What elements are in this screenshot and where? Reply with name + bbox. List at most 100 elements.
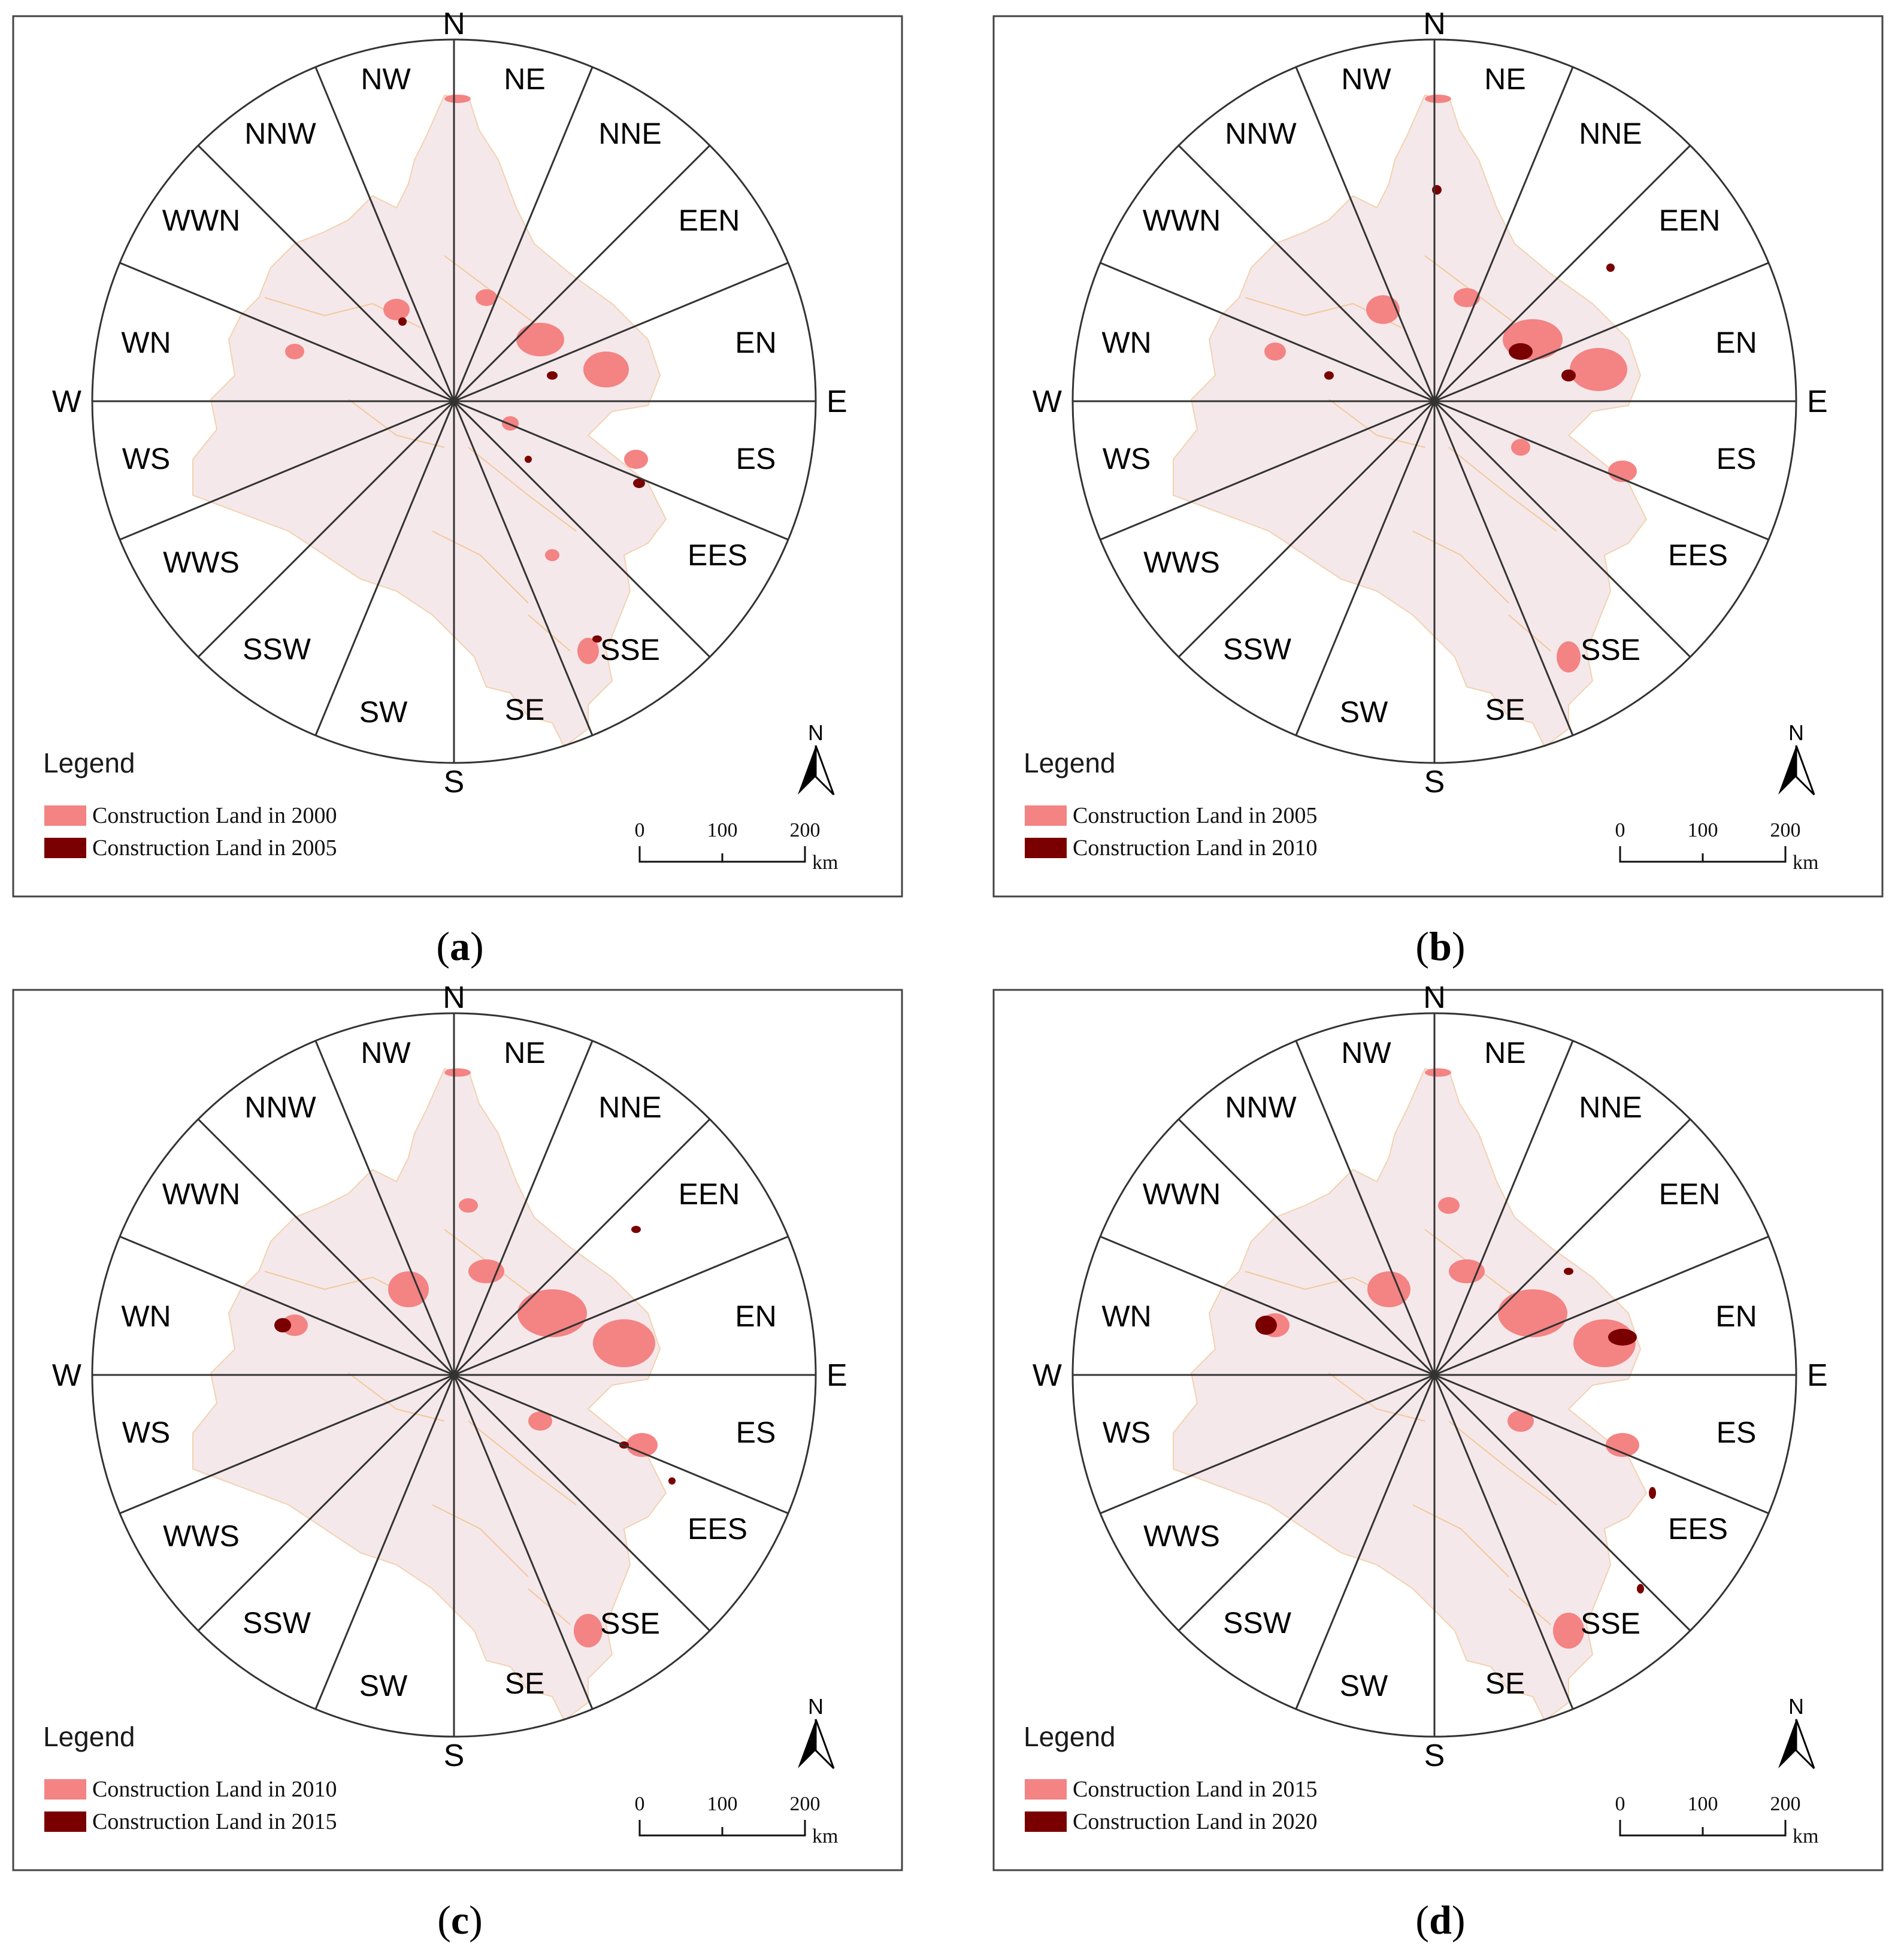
legend-label-earlier: Construction Land in 2005 [1073, 803, 1317, 828]
sector-label-ne: NE [504, 1036, 545, 1070]
north-arrow: N [1778, 1694, 1815, 1770]
cardinal-w: W [1033, 1358, 1062, 1393]
sector-label-ssw: SSW [1223, 1606, 1292, 1640]
scale-bar: 0 100 200 km [1615, 819, 1819, 874]
sector-label-wwn: WWN [1143, 1177, 1221, 1211]
scale-tick-0: 0 [1615, 1793, 1625, 1815]
sector-label-sse: SSE [1581, 633, 1640, 667]
sector-label-wws: WWS [163, 1519, 240, 1553]
sector-label-nnw: NNW [1225, 117, 1297, 150]
sector-label-sse: SSE [600, 633, 660, 667]
sector-label-nw: NW [1341, 1036, 1391, 1070]
north-arrow-label: N [1788, 1694, 1804, 1719]
panel-b: N E S W NE NNE EEN EN ES EES SSE SE SW S… [992, 7, 1884, 898]
sector-label-een: EEN [1659, 204, 1721, 237]
sector-labels: NE NNE EEN EN ES EES SSE SE SW SSW WWS W… [121, 62, 776, 729]
sector-label-nne: NNE [1579, 117, 1642, 150]
sector-label-nnw: NNW [244, 117, 316, 150]
cardinal-w: W [52, 1358, 81, 1393]
sector-label-ws: WS [122, 1416, 171, 1449]
sector-label-een: EEN [679, 204, 740, 237]
sector-label-ne: NE [504, 62, 545, 96]
sector-label-wws: WWS [1143, 1519, 1220, 1553]
cardinal-n: N [1423, 7, 1446, 41]
legend-swatch-earlier [1025, 805, 1067, 826]
legend-swatch-later [1025, 1811, 1067, 1832]
sector-labels: NE NNE EEN EN ES EES SSE SE SW SSW WWS W… [121, 1036, 776, 1702]
sector-label-se: SE [1485, 693, 1525, 726]
sector-label-een: EEN [679, 1177, 740, 1211]
sector-label-nw: NW [361, 1036, 411, 1070]
sector-label-en: EN [735, 1299, 776, 1333]
sector-label-ne: NE [1484, 1036, 1525, 1070]
legend-label-earlier: Construction Land in 2010 [92, 1777, 337, 1802]
sector-label-es: ES [1717, 442, 1757, 475]
legend-title: Legend [1024, 747, 1116, 778]
legend-swatch-later [44, 1811, 86, 1832]
sector-label-sw: SW [359, 695, 408, 729]
cardinal-n: N [443, 980, 465, 1015]
scale-tick-200: 200 [1770, 1793, 1801, 1815]
sector-label-sw: SW [1340, 1669, 1388, 1702]
cardinal-s: S [1424, 765, 1445, 799]
scale-unit: km [812, 1825, 838, 1847]
compass-rose [91, 1012, 817, 1738]
sector-label-nw: NW [1341, 62, 1391, 96]
sector-label-nw: NW [361, 62, 411, 96]
sector-label-ws: WS [122, 442, 171, 475]
sector-label-wn: WN [1101, 1299, 1151, 1333]
sector-label-wwn: WWN [162, 204, 241, 237]
cardinal-n: N [443, 7, 465, 41]
sector-label-sse: SSE [1581, 1607, 1640, 1640]
sector-label-es: ES [736, 442, 776, 475]
sector-label-sw: SW [1340, 695, 1388, 729]
north-arrow: N [798, 1694, 835, 1770]
cardinal-e: E [827, 384, 847, 419]
sector-label-wn: WN [1101, 326, 1151, 359]
north-arrow: N [798, 720, 835, 796]
sector-label-en: EN [1715, 326, 1757, 359]
legend: Legend Construction Land in 2005 Constru… [1024, 747, 1317, 861]
scale-tick-200: 200 [790, 819, 821, 841]
scale-tick-100: 100 [707, 1793, 738, 1815]
scale-bar: 0 100 200 km [635, 819, 838, 874]
legend-label-earlier: Construction Land in 2015 [1073, 1777, 1317, 1802]
legend-swatch-later [44, 838, 86, 858]
north-arrow-label: N [808, 1694, 824, 1719]
cardinal-s: S [444, 1738, 465, 1773]
legend: Legend Construction Land in 2015 Constru… [1024, 1721, 1317, 1834]
sector-label-se: SE [505, 1667, 545, 1700]
panel-c: N E S W NE NNE EEN EN ES EES SSE SE SW S… [12, 980, 903, 1871]
sector-label-ees: EES [688, 538, 747, 572]
cardinal-s: S [1424, 1738, 1445, 1773]
sector-label-es: ES [1717, 1416, 1757, 1449]
scale-unit: km [812, 852, 838, 874]
legend-title: Legend [43, 1721, 135, 1752]
legend-title: Legend [43, 747, 135, 778]
sector-label-nne: NNE [1579, 1090, 1642, 1124]
scale-tick-100: 100 [1688, 819, 1718, 841]
sector-label-nne: NNE [598, 1090, 662, 1124]
compass-rose [1071, 38, 1797, 764]
sector-label-ees: EES [688, 1512, 747, 1546]
legend-label-earlier: Construction Land in 2000 [92, 803, 337, 828]
sector-label-ws: WS [1103, 442, 1151, 475]
sector-label-se: SE [505, 693, 545, 726]
sector-label-ssw: SSW [243, 632, 311, 666]
legend-title: Legend [1024, 1721, 1116, 1752]
scale-tick-0: 0 [635, 819, 645, 841]
cardinal-e: E [1807, 384, 1828, 419]
sector-label-ssw: SSW [1223, 632, 1292, 666]
sector-label-en: EN [1715, 1299, 1757, 1333]
sector-label-ssw: SSW [243, 1606, 311, 1640]
compass-rose [1071, 1012, 1797, 1738]
sector-labels: NE NNE EEN EN ES EES SSE SE SW SSW WWS W… [1101, 62, 1757, 729]
sector-label-ees: EES [1668, 538, 1728, 572]
sector-label-ees: EES [1668, 1512, 1728, 1546]
sector-label-nnw: NNW [244, 1090, 316, 1124]
cardinal-s: S [444, 765, 465, 799]
legend: Legend Construction Land in 2010 Constru… [43, 1721, 337, 1834]
sector-label-sw: SW [359, 1669, 408, 1702]
north-arrow-label: N [808, 720, 824, 745]
